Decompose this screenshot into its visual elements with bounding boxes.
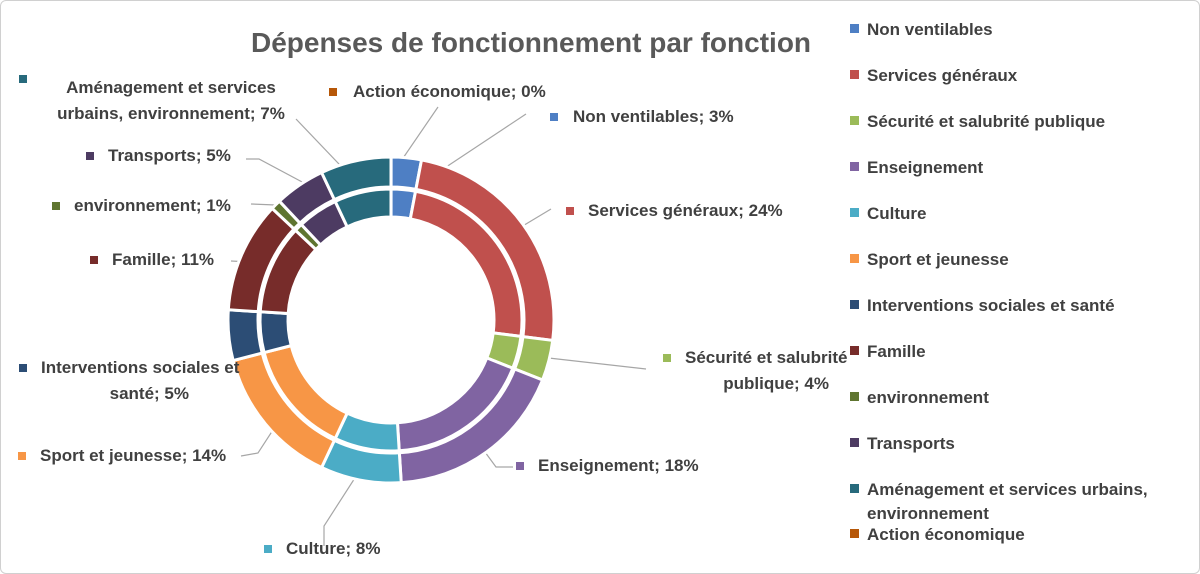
data-label-marker-non-ventilables (550, 113, 558, 121)
legend-label-sport-et-jeunesse: Sport et jeunesse (867, 250, 1009, 269)
data-label-marker-securite-et-salubrite-publique (663, 354, 671, 362)
legend-label-securite-et-salubrite-publique: Sécurité et salubrité publique (867, 112, 1105, 131)
data-label-marker-environnement (52, 202, 60, 210)
legend-swatch-amenagement-et-services-urbains-environnement (850, 484, 859, 493)
data-label-marker-interventions-sociales-et-sante (19, 364, 27, 372)
data-label-marker-sport-et-jeunesse (18, 452, 26, 460)
slice-interventions-sociales-et-sante-outer (226, 308, 265, 363)
legend-label-amenagement-et-services-urbains-environnement-line2: environnement (867, 504, 989, 523)
legend-label-interventions-sociales-et-sante: Interventions sociales et santé (867, 296, 1115, 315)
legend-label-transports: Transports (867, 434, 955, 453)
data-label-amenagement-et-services-urbains-environnement-line2: urbains, environnement; 7% (57, 104, 285, 123)
legend-swatch-services-generaux (850, 70, 859, 79)
legend-swatch-sport-et-jeunesse (850, 254, 859, 263)
donut-rings (226, 155, 556, 485)
legend-label-services-generaux: Services généraux (867, 66, 1018, 85)
legend-label-environnement: environnement (867, 388, 989, 407)
legend-swatch-securite-et-salubrite-publique (850, 116, 859, 125)
legend: Non ventilables Services généraux Sécurité… (850, 20, 1148, 544)
data-label-non-ventilables: Non ventilables; 3% (573, 107, 734, 126)
data-label-securite-et-salubrite-publique-line1: Sécurité et salubrité (685, 348, 848, 367)
leader-line-transports (246, 158, 320, 192)
legend-swatch-interventions-sociales-et-sante (850, 300, 859, 309)
data-label-culture: Culture; 8% (286, 539, 380, 558)
data-label-marker-services-generaux (566, 207, 574, 215)
data-label-interventions-sociales-et-sante-line2: santé; 5% (110, 384, 189, 403)
data-label-sport-et-jeunesse: Sport et jeunesse; 14% (40, 446, 226, 465)
legend-swatch-environnement (850, 392, 859, 401)
legend-swatch-enseignement (850, 162, 859, 171)
legend-swatch-famille (850, 346, 859, 355)
data-label-interventions-sociales-et-sante-line1: Interventions sociales et (41, 358, 240, 377)
data-label-marker-enseignement (516, 462, 524, 470)
legend-swatch-action-economique (850, 529, 859, 538)
data-label-marker-culture (264, 545, 272, 553)
data-label-action-economique: Action économique; 0% (353, 82, 546, 101)
data-label-marker-transports (86, 152, 94, 160)
data-label-marker-famille (90, 256, 98, 264)
slice-interventions-sociales-et-sante-inner (258, 310, 294, 355)
legend-label-amenagement-et-services-urbains-environnement-line1: Aménagement et services urbains, (867, 480, 1148, 499)
data-label-securite-et-salubrite-publique-line2: publique; 4% (723, 374, 829, 393)
data-label-enseignement: Enseignement; 18% (538, 456, 699, 475)
data-label-amenagement-et-services-urbains-environnement-line1: Aménagement et services (66, 78, 276, 97)
legend-label-action-economique: Action économique (867, 525, 1025, 544)
data-label-marker-amenagement-et-services-urbains-environnement (19, 75, 27, 83)
legend-swatch-non-ventilables (850, 24, 859, 33)
data-labels: Non ventilables; 3% Services généraux; 24… (18, 75, 848, 558)
legend-swatch-culture (850, 208, 859, 217)
data-label-marker-action-economique (329, 88, 337, 96)
legend-label-enseignement: Enseignement (867, 158, 984, 177)
legend-label-culture: Culture (867, 204, 927, 223)
chart-title: Dépenses de fonctionnement par fonction (251, 27, 811, 58)
data-label-famille: Famille; 11% (112, 250, 214, 269)
legend-label-famille: Famille (867, 342, 926, 361)
legend-label-non-ventilables: Non ventilables (867, 20, 993, 39)
data-label-services-generaux: Services généraux; 24% (588, 201, 783, 220)
legend-swatch-transports (850, 438, 859, 447)
data-label-transports: Transports; 5% (108, 146, 231, 165)
data-label-environnement: environnement; 1% (74, 196, 231, 215)
